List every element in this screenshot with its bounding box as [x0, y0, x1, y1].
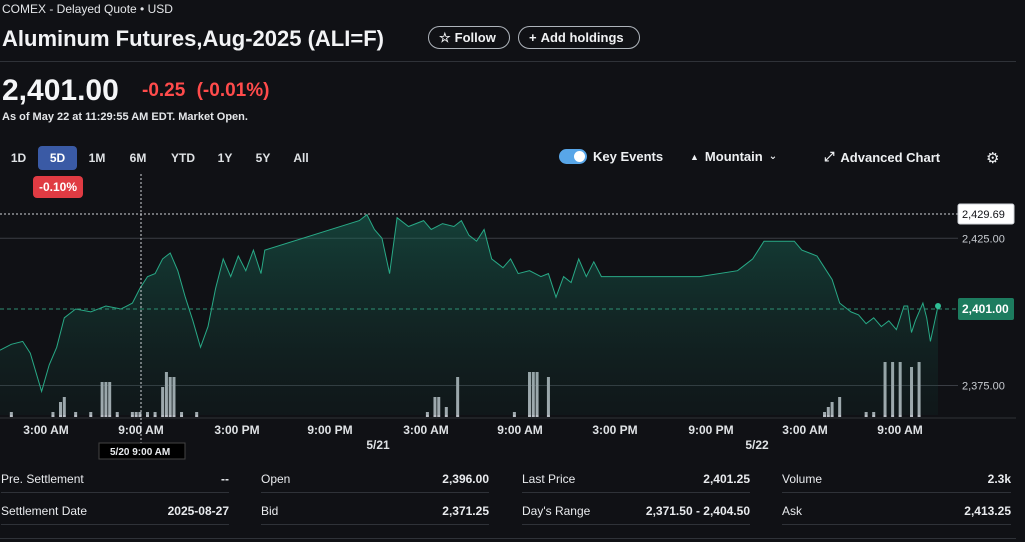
stat-row: Volume 2.3k	[782, 466, 1011, 493]
as-of-timestamp: As of May 22 at 11:29:55 AM EDT. Market …	[2, 111, 248, 123]
chart-annotations: 2,401.00 2,429.69 5/20 9:00 AM	[0, 174, 1015, 460]
crosshair-time-tag	[98, 442, 186, 460]
x-tick-label: 9:00 AM	[877, 423, 923, 437]
x-tick-label: 9:00 PM	[688, 423, 733, 437]
x-tick-label: 9:00 AM	[497, 423, 543, 437]
range-tab-1m[interactable]: 1M	[88, 151, 106, 165]
gear-icon: ⚙	[986, 150, 1000, 167]
range-tab-1d[interactable]: 1D	[10, 151, 27, 165]
price-chart[interactable]: 2,425.00 2,375.00 2,401.00 2,429.69 5/20 9:…	[0, 170, 1025, 460]
expand-arrow-icon: ⤢	[824, 149, 835, 164]
stat-row: Pre. Settlement --	[1, 466, 229, 493]
follow-label: Follow	[454, 30, 496, 45]
settings-button[interactable]: ⚙	[986, 149, 999, 167]
stat-row: Last Price 2,401.25	[522, 466, 750, 493]
stat-row: Open 2,396.00	[261, 466, 489, 493]
range-tab-1y[interactable]: 1Y	[217, 151, 233, 165]
toggle-switch-icon[interactable]	[559, 149, 587, 164]
x-tick-label: 9:00 AM	[118, 423, 164, 437]
last-price-label: 2,401.00	[962, 302, 1009, 316]
advanced-chart-label: Advanced Chart	[840, 149, 941, 165]
page-title: Aluminum Futures,Aug-2025 (ALI=F)	[2, 26, 384, 51]
x-tick-label: 3:00 PM	[214, 423, 259, 437]
stat-value: 2,371.25	[442, 504, 489, 518]
x-tick-label: 3:00 AM	[403, 423, 449, 437]
stat-label: Ask	[782, 504, 803, 518]
crosshair-price-tag	[957, 203, 1015, 225]
chart-type-dropdown[interactable]: ▲ Mountain ⌄	[690, 149, 777, 164]
stat-label: Bid	[261, 504, 279, 518]
x-tick-label: 3:00 AM	[23, 423, 69, 437]
star-icon: ☆	[439, 29, 451, 45]
x-axis: 3:00 AM 9:00 AM 3:00 PM 9:00 PM 3:00 AM 9:00 …	[23, 423, 923, 452]
mountain-icon: ▲	[690, 151, 699, 162]
price-change: -0.25 (-0.01%)	[142, 80, 269, 102]
stat-value: --	[221, 472, 229, 486]
key-events-label: Key Events	[593, 149, 664, 164]
crosshair-time-label: 5/20 9:00 AM	[110, 447, 170, 458]
change-value: -0.25	[142, 80, 186, 101]
chart-type-label: Mountain	[704, 149, 763, 164]
price-line	[0, 213, 939, 394]
stat-label: Volume	[782, 472, 823, 486]
x-tick-label: 3:00 PM	[592, 423, 637, 437]
add-holdings-label: Add holdings	[540, 30, 624, 45]
x-tick-label: 9:00 PM	[307, 423, 352, 437]
stat-value: 2,396.00	[442, 472, 489, 486]
stat-value: 2025-08-27	[167, 504, 229, 518]
follow-button[interactable]: ☆ Follow	[428, 26, 510, 49]
range-tab-ytd[interactable]: YTD	[171, 151, 195, 165]
y-tick-label: 2,425.00	[962, 233, 1005, 245]
crosshair-price-label: 2,429.69	[962, 209, 1005, 221]
header-divider	[0, 61, 1016, 62]
key-events-toggle[interactable]: Key Events	[559, 149, 663, 164]
advanced-chart-button[interactable]: ⤢ Advanced Chart	[824, 149, 940, 165]
stat-row: Day's Range 2,371.50 - 2,404.50	[522, 498, 750, 525]
stat-row: Ask 2,413.25	[782, 498, 1011, 525]
y-tick-label: 2,375.00	[962, 381, 1005, 393]
stat-label: Open	[261, 472, 291, 486]
stat-row: Bid 2,371.25	[261, 498, 489, 525]
plus-icon: +	[529, 30, 537, 45]
x-tick-label: 3:00 AM	[782, 423, 828, 437]
range-tab-6m[interactable]: 6M	[129, 151, 147, 165]
stat-label: Day's Range	[522, 504, 591, 518]
exchange-line: COMEX - Delayed Quote • USD	[2, 2, 173, 16]
chevron-down-icon: ⌄	[768, 151, 778, 162]
range-tab-5y[interactable]: 5Y	[255, 151, 271, 165]
bottom-divider	[0, 538, 1016, 539]
change-percent: (-0.01%)	[196, 80, 270, 101]
stat-label: Pre. Settlement	[1, 472, 84, 486]
last-price-tag	[958, 297, 1014, 320]
stat-value: 2,401.25	[703, 472, 750, 486]
date-label: 5/22	[745, 438, 769, 452]
range-tab-5d[interactable]: 5D	[38, 146, 77, 170]
stat-value: 2.3k	[987, 472, 1011, 486]
stat-label: Last Price	[522, 472, 576, 486]
date-label: 5/21	[366, 438, 390, 452]
stat-value: 2,371.50 - 2,404.50	[645, 504, 750, 518]
last-price-dot	[935, 303, 941, 310]
stat-value: 2,413.25	[964, 504, 1011, 518]
current-price: 2,401.00	[2, 74, 119, 107]
stat-row: Settlement Date 2025-08-27	[1, 498, 229, 525]
add-holdings-button[interactable]: + Add holdings	[518, 26, 640, 49]
range-tab-all[interactable]: All	[293, 151, 309, 165]
range-change-badge: -0.10%	[33, 176, 83, 198]
stat-label: Settlement Date	[1, 504, 88, 518]
price-area	[0, 214, 938, 415]
